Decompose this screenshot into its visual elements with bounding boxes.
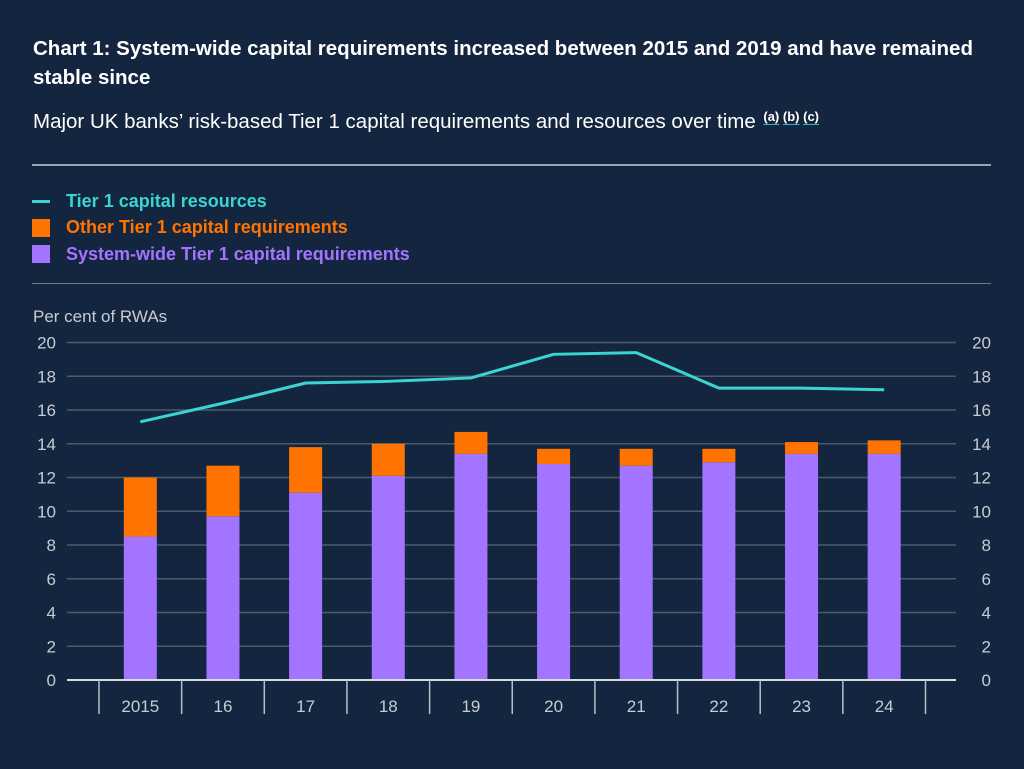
chart-subtitle: Major UK banks’ risk-based Tier 1 capita… — [33, 103, 819, 136]
y-tick-label-right: 6 — [982, 570, 991, 589]
footnote-link-a[interactable]: (a) — [763, 109, 780, 124]
y-tick-label-left: 6 — [47, 570, 56, 589]
bar-system-wide-requirements — [371, 475, 405, 680]
bar-other-requirements — [206, 465, 240, 517]
footnote-links: (a) (b) (c) — [760, 109, 819, 124]
y-tick-label-left: 20 — [37, 334, 56, 353]
y-tick-label-right: 4 — [982, 604, 991, 623]
x-tick-label: 18 — [379, 697, 398, 716]
y-tick-label-left: 12 — [37, 469, 56, 488]
bar-system-wide-requirements — [289, 492, 323, 680]
y-tick-label-right: 18 — [972, 367, 991, 386]
x-tick-label: 21 — [627, 697, 646, 716]
x-tick-label: 23 — [792, 697, 811, 716]
x-tick-label: 22 — [709, 697, 728, 716]
footnote-link-c[interactable]: (c) — [803, 109, 820, 124]
y-tick-label-left: 2 — [47, 637, 56, 656]
legend-label: Other Tier 1 capital requirements — [66, 217, 348, 238]
chart-legend: Tier 1 capital resources Other Tier 1 ca… — [32, 188, 410, 268]
x-tick-label: 17 — [296, 697, 315, 716]
square-marker-icon — [32, 245, 50, 264]
bar-other-requirements — [619, 448, 653, 466]
x-tick-label: 20 — [544, 697, 563, 716]
bar-system-wide-requirements — [454, 453, 488, 680]
y-tick-label-left: 16 — [37, 401, 56, 420]
y-tick-label-right: 12 — [972, 469, 991, 488]
header-divider — [32, 164, 991, 166]
legend-label: System-wide Tier 1 capital requirements — [66, 243, 410, 264]
x-tick-label: 19 — [461, 697, 480, 716]
legend-item-resources: Tier 1 capital resources — [32, 188, 410, 215]
bar-system-wide-requirements — [867, 453, 901, 680]
y-tick-label-left: 8 — [47, 536, 56, 555]
line-marker-icon — [32, 199, 50, 203]
y-tick-label-right: 14 — [972, 435, 991, 454]
y-tick-label-right: 10 — [972, 502, 991, 521]
square-marker-icon — [32, 218, 50, 237]
y-tick-label-left: 4 — [47, 604, 56, 623]
bar-other-requirements — [123, 477, 157, 537]
bar-system-wide-requirements — [619, 465, 653, 680]
bars — [123, 431, 901, 680]
x-tick-label: 16 — [214, 697, 233, 716]
y-axis-label: Per cent of RWAs — [33, 307, 168, 326]
y-tick-label-right: 2 — [982, 637, 991, 656]
bar-other-requirements — [785, 442, 819, 454]
legend-label: Tier 1 capital resources — [66, 190, 267, 211]
y-tick-label-right: 16 — [972, 401, 991, 420]
footnote-link-b[interactable]: (b) — [782, 109, 800, 124]
legend-divider — [32, 283, 991, 284]
bar-other-requirements — [289, 447, 323, 493]
legend-item-system-wide-requirements: System-wide Tier 1 capital requirements — [32, 241, 410, 268]
bar-system-wide-requirements — [702, 462, 736, 680]
chart-title: Chart 1: System-wide capital requirement… — [33, 37, 973, 89]
y-tick-label-left: 0 — [47, 671, 56, 690]
y-tick-label-right: 0 — [982, 671, 991, 690]
legend-item-other-requirements: Other Tier 1 capital requirements — [32, 215, 410, 242]
bar-other-requirements — [702, 448, 736, 463]
y-tick-label-left: 10 — [37, 502, 56, 521]
bar-other-requirements — [867, 440, 901, 454]
y-tick-label-right: 20 — [972, 334, 991, 353]
y-tick-label-left: 18 — [37, 367, 56, 386]
x-tick-label: 24 — [875, 697, 894, 716]
bar-other-requirements — [454, 431, 488, 454]
subtitle-text: Major UK banks’ risk-based Tier 1 capita… — [33, 110, 756, 133]
bar-system-wide-requirements — [537, 464, 571, 680]
x-tick-label: 2015 — [121, 697, 159, 716]
y-tick-label-left: 14 — [37, 435, 56, 454]
y-tick-label-right: 8 — [982, 536, 991, 555]
bar-system-wide-requirements — [785, 453, 819, 680]
bar-other-requirements — [537, 448, 571, 464]
resources-line-group — [139, 351, 885, 424]
bar-system-wide-requirements — [123, 536, 157, 680]
bar-other-requirements — [371, 443, 405, 476]
bar-system-wide-requirements — [206, 516, 240, 680]
line-tier1-capital-resources — [139, 351, 885, 424]
